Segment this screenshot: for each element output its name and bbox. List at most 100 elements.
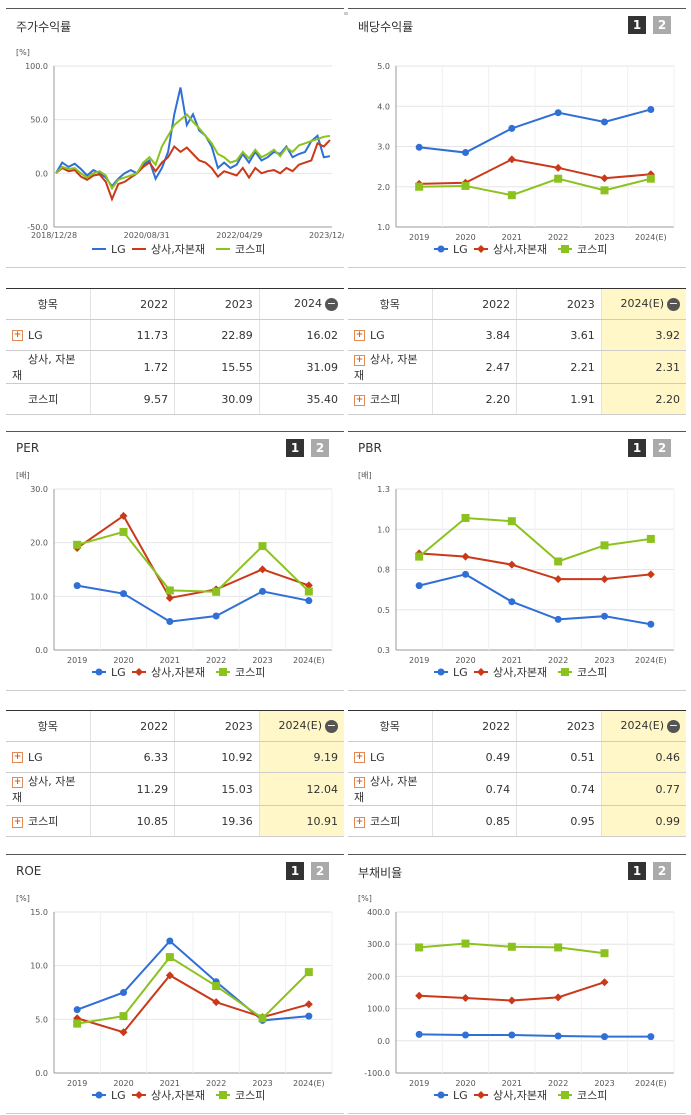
x-tick-label: 2021: [160, 656, 180, 665]
data-point: [73, 540, 82, 549]
data-point: [554, 163, 563, 172]
x-tick-label: 2022: [548, 656, 568, 665]
series-line: [55, 139, 331, 202]
row-label-cell[interactable]: + LG: [348, 741, 432, 773]
per-table: 항목 2022 2023 2024(E) − + LG 6.33 10.92 9.19 + 상…: [6, 710, 344, 837]
collapse-minus-icon[interactable]: −: [325, 296, 338, 311]
collapse-minus-icon[interactable]: −: [325, 718, 338, 733]
legend-label: 코스피: [577, 243, 607, 256]
expand-plus-icon[interactable]: +: [354, 394, 365, 406]
data-point: [554, 174, 563, 183]
collapse-minus-icon[interactable]: −: [667, 296, 680, 311]
col-item: 항목: [6, 288, 90, 320]
legend-label: 코스피: [577, 1089, 607, 1102]
data-point: [507, 191, 516, 200]
view-1-button[interactable]: 1: [628, 439, 646, 457]
expand-plus-icon[interactable]: +: [12, 816, 23, 828]
row-label-cell[interactable]: + LG: [348, 319, 432, 351]
view-2-button[interactable]: 2: [311, 862, 329, 880]
y-tick-label: 400.0: [367, 908, 390, 917]
unit-label: [%]: [358, 894, 372, 903]
value-cell: 0.74: [516, 772, 602, 806]
row-label-cell[interactable]: + 상사, 자본재: [348, 350, 432, 384]
col-2023: 2023: [516, 288, 602, 320]
legend-label: 코스피: [577, 666, 607, 679]
x-tick-label: 2024(E): [293, 656, 325, 665]
y-tick-label: 1.0: [377, 223, 390, 232]
x-tick-label: 2022: [548, 233, 568, 242]
row-label-cell[interactable]: + LG: [6, 741, 90, 773]
data-point: [601, 612, 608, 620]
data-point: [415, 991, 424, 1000]
expand-plus-icon[interactable]: +: [354, 354, 365, 366]
legend-marker: [95, 668, 103, 676]
data-point: [212, 998, 221, 1007]
view-1-button[interactable]: 1: [286, 439, 304, 457]
value-cell: 22.89: [174, 319, 260, 351]
view-1-button[interactable]: 1: [286, 862, 304, 880]
data-point: [212, 612, 220, 620]
expand-plus-icon[interactable]: +: [12, 752, 23, 763]
legend-label: LG: [453, 243, 468, 256]
row-label: 상사, 자본재: [12, 353, 76, 382]
value-cell: 15.55: [174, 350, 260, 384]
legend-marker: [477, 668, 485, 676]
legend-label: LG: [111, 1089, 126, 1102]
view-2-button[interactable]: 2: [311, 439, 329, 457]
value-cell: 2.47: [431, 350, 517, 384]
view-1-button[interactable]: 1: [628, 16, 646, 34]
expand-plus-icon[interactable]: +: [354, 816, 365, 828]
data-point: [73, 582, 81, 590]
expand-plus-icon[interactable]: +: [12, 330, 23, 341]
legend-label: 상사,자본재: [493, 243, 547, 256]
expand-plus-icon[interactable]: +: [354, 776, 365, 788]
legend-marker: [561, 668, 569, 676]
x-tick-label: 2019: [409, 1079, 429, 1088]
data-point: [119, 527, 128, 536]
view-1-button[interactable]: 1: [628, 862, 646, 880]
view-2-button[interactable]: 2: [653, 16, 671, 34]
row-label-cell[interactable]: + 상사, 자본재: [6, 772, 90, 806]
expand-plus-icon[interactable]: +: [12, 776, 23, 788]
collapse-minus-icon[interactable]: −: [667, 718, 680, 733]
data-point: [508, 124, 516, 132]
x-tick-label: 2020: [455, 1079, 475, 1088]
data-point: [165, 586, 174, 595]
col-2024e: 2024(E) −: [258, 710, 344, 742]
x-tick-label: 2023: [252, 1079, 272, 1088]
data-point: [305, 597, 313, 605]
expand-plus-icon[interactable]: +: [354, 330, 365, 341]
col-item: 항목: [348, 710, 432, 742]
panel-title: 주가수익률: [16, 20, 72, 34]
roe-chart: [%]15.0 10.0 5.0 0.0 2019 2020 2021 2022 2023 202…: [16, 894, 333, 1102]
row-label-cell[interactable]: + 상사, 자본재: [348, 772, 432, 806]
y-tick-label: 0.0: [377, 1037, 390, 1046]
row-label-cell[interactable]: + 코스피: [348, 383, 432, 415]
y-tick-label: -100.0: [364, 1069, 390, 1078]
table-row: + 코스피 10.85 19.36 10.91: [6, 805, 344, 837]
unit-label: [배]: [358, 471, 372, 480]
expand-plus-icon[interactable]: +: [354, 752, 365, 763]
row-label: LG: [370, 328, 385, 342]
data-point: [600, 978, 609, 987]
view-2-button[interactable]: 2: [653, 862, 671, 880]
col-2024e: 2024(E) −: [600, 710, 686, 742]
top-tab-strip: [225, 0, 665, 15]
row-label-cell[interactable]: + 코스피: [348, 805, 432, 837]
y-tick-label: 10.0: [30, 962, 48, 971]
y-tick-label: 100.0: [25, 62, 48, 71]
value-cell: 0.95: [516, 805, 602, 837]
data-point: [462, 1031, 469, 1039]
x-tick-label: 2021: [502, 233, 522, 242]
row-label: LG: [28, 328, 43, 342]
x-tick-label: 2023/12/28: [309, 231, 344, 240]
row-label-cell[interactable]: + LG: [6, 319, 90, 351]
panel-title: PER: [16, 441, 40, 455]
view-2-button[interactable]: 2: [653, 439, 671, 457]
value-cell: 3.92: [600, 319, 686, 351]
data-point: [646, 534, 655, 543]
x-tick-label: 2024(E): [293, 1079, 325, 1088]
y-tick-label: 2.0: [377, 183, 390, 192]
col-item: 항목: [6, 710, 90, 742]
row-label-cell[interactable]: + 코스피: [6, 805, 90, 837]
